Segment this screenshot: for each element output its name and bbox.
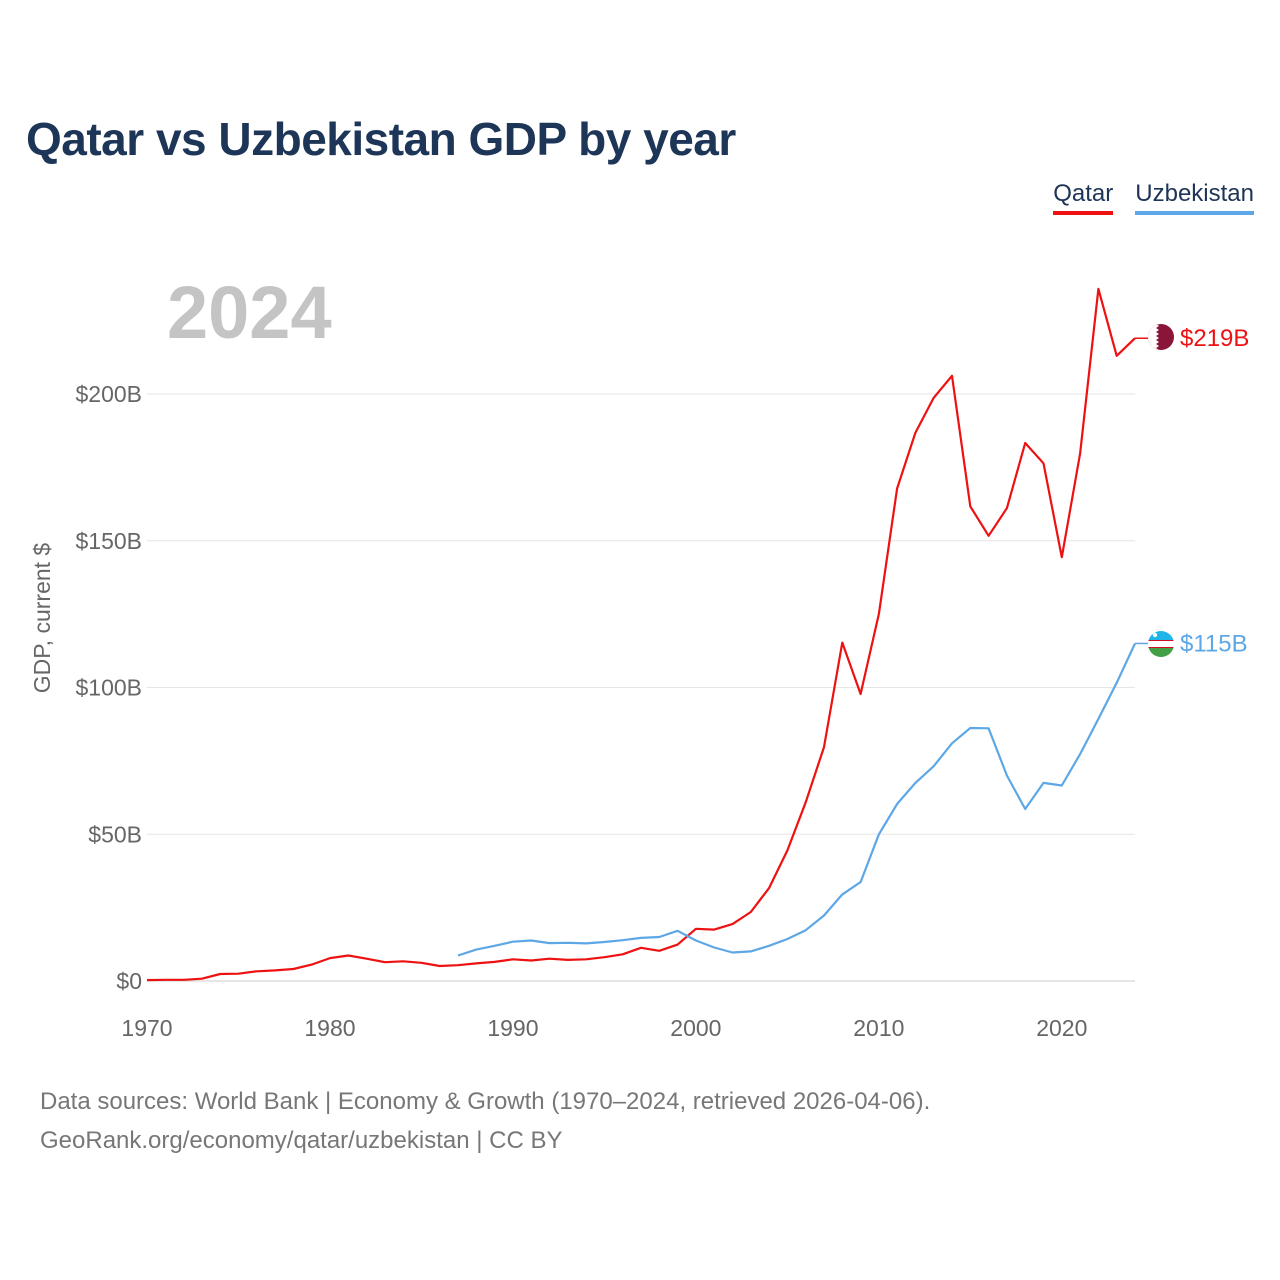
series-line-qatar — [146, 287, 1136, 982]
series-line-uzbekistan — [457, 643, 1136, 957]
footer: Data sources: World Bank | Economy & Gro… — [40, 1082, 930, 1160]
legend: Qatar Uzbekistan — [1053, 180, 1254, 215]
footer-sources: Data sources: World Bank | Economy & Gro… — [40, 1088, 931, 1115]
legend-item-qatar[interactable]: Qatar — [1053, 180, 1114, 215]
x-tick-label: 1970 — [121, 1015, 172, 1041]
footer-link[interactable]: GeoRank.org/economy/qatar/uzbekistan | C… — [40, 1127, 563, 1154]
y-axis-label: GDP, current $ — [29, 543, 55, 694]
chart-title: Qatar vs Uzbekistan GDP by year — [26, 113, 736, 165]
x-tick-label: 2020 — [1036, 1015, 1087, 1041]
y-tick-label: $200B — [75, 381, 142, 407]
year-watermark: 2024 — [167, 271, 332, 354]
line-chart: $0 $50B $100B $150B $200B 1970 1980 1990 2000 201… — [29, 271, 1249, 1041]
uzbekistan-flag-icon — [1148, 631, 1174, 657]
x-tick-label: 1990 — [487, 1015, 538, 1041]
x-tick-label: 1980 — [304, 1015, 355, 1041]
y-tick-label: $100B — [75, 675, 142, 701]
end-value-label-qatar: $219B — [1180, 325, 1249, 352]
y-tick-label: $0 — [116, 968, 142, 994]
x-tick-label: 2000 — [670, 1015, 721, 1041]
qatar-flag-icon — [1148, 324, 1174, 350]
x-tick-label: 2010 — [853, 1015, 904, 1041]
legend-item-uzbekistan[interactable]: Uzbekistan — [1135, 180, 1254, 215]
end-value-label-uzbekistan: $115B — [1180, 630, 1248, 657]
y-tick-label: $150B — [75, 528, 142, 554]
y-tick-label: $50B — [88, 821, 142, 847]
